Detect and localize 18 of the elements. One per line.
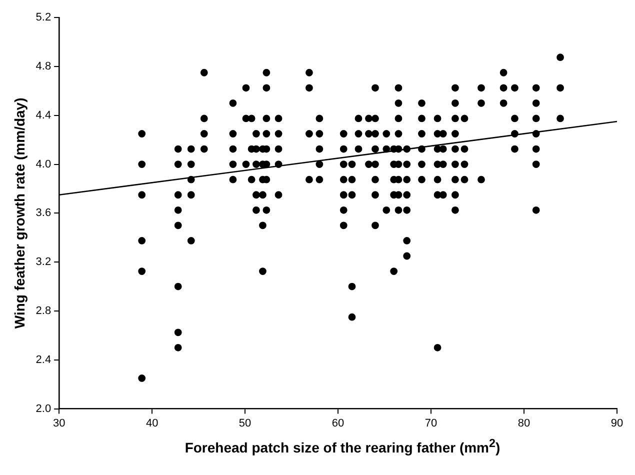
y-tick-label: 3.6 (36, 207, 52, 220)
y-tick-label: 5.2 (36, 12, 52, 24)
y-tick-label: 3.2 (36, 256, 52, 268)
x-tick-label: 90 (610, 417, 624, 430)
x-axis-title: Forehead patch size of the rearing father (mm$^{2}$) (184, 437, 502, 456)
x-tick-label: 80 (518, 417, 530, 430)
y-tick-label: 4.0 (36, 158, 52, 170)
y-tick-label: 2.0 (36, 402, 52, 415)
x-tick-label: 30 (52, 417, 66, 430)
y-axis-title: Wing feather growth rate (mm/day) (11, 98, 28, 329)
y-tick-label: 2.4 (36, 354, 52, 366)
y-tick-label: 2.8 (36, 305, 52, 318)
x-tick-label: 60 (332, 417, 344, 430)
x-tick-label: 50 (238, 417, 252, 430)
x-tick-label: 40 (146, 417, 158, 430)
y-tick-label: 4.8 (36, 60, 52, 73)
x-tick-label: 70 (424, 417, 438, 430)
y-tick-label: 4.4 (36, 109, 52, 122)
